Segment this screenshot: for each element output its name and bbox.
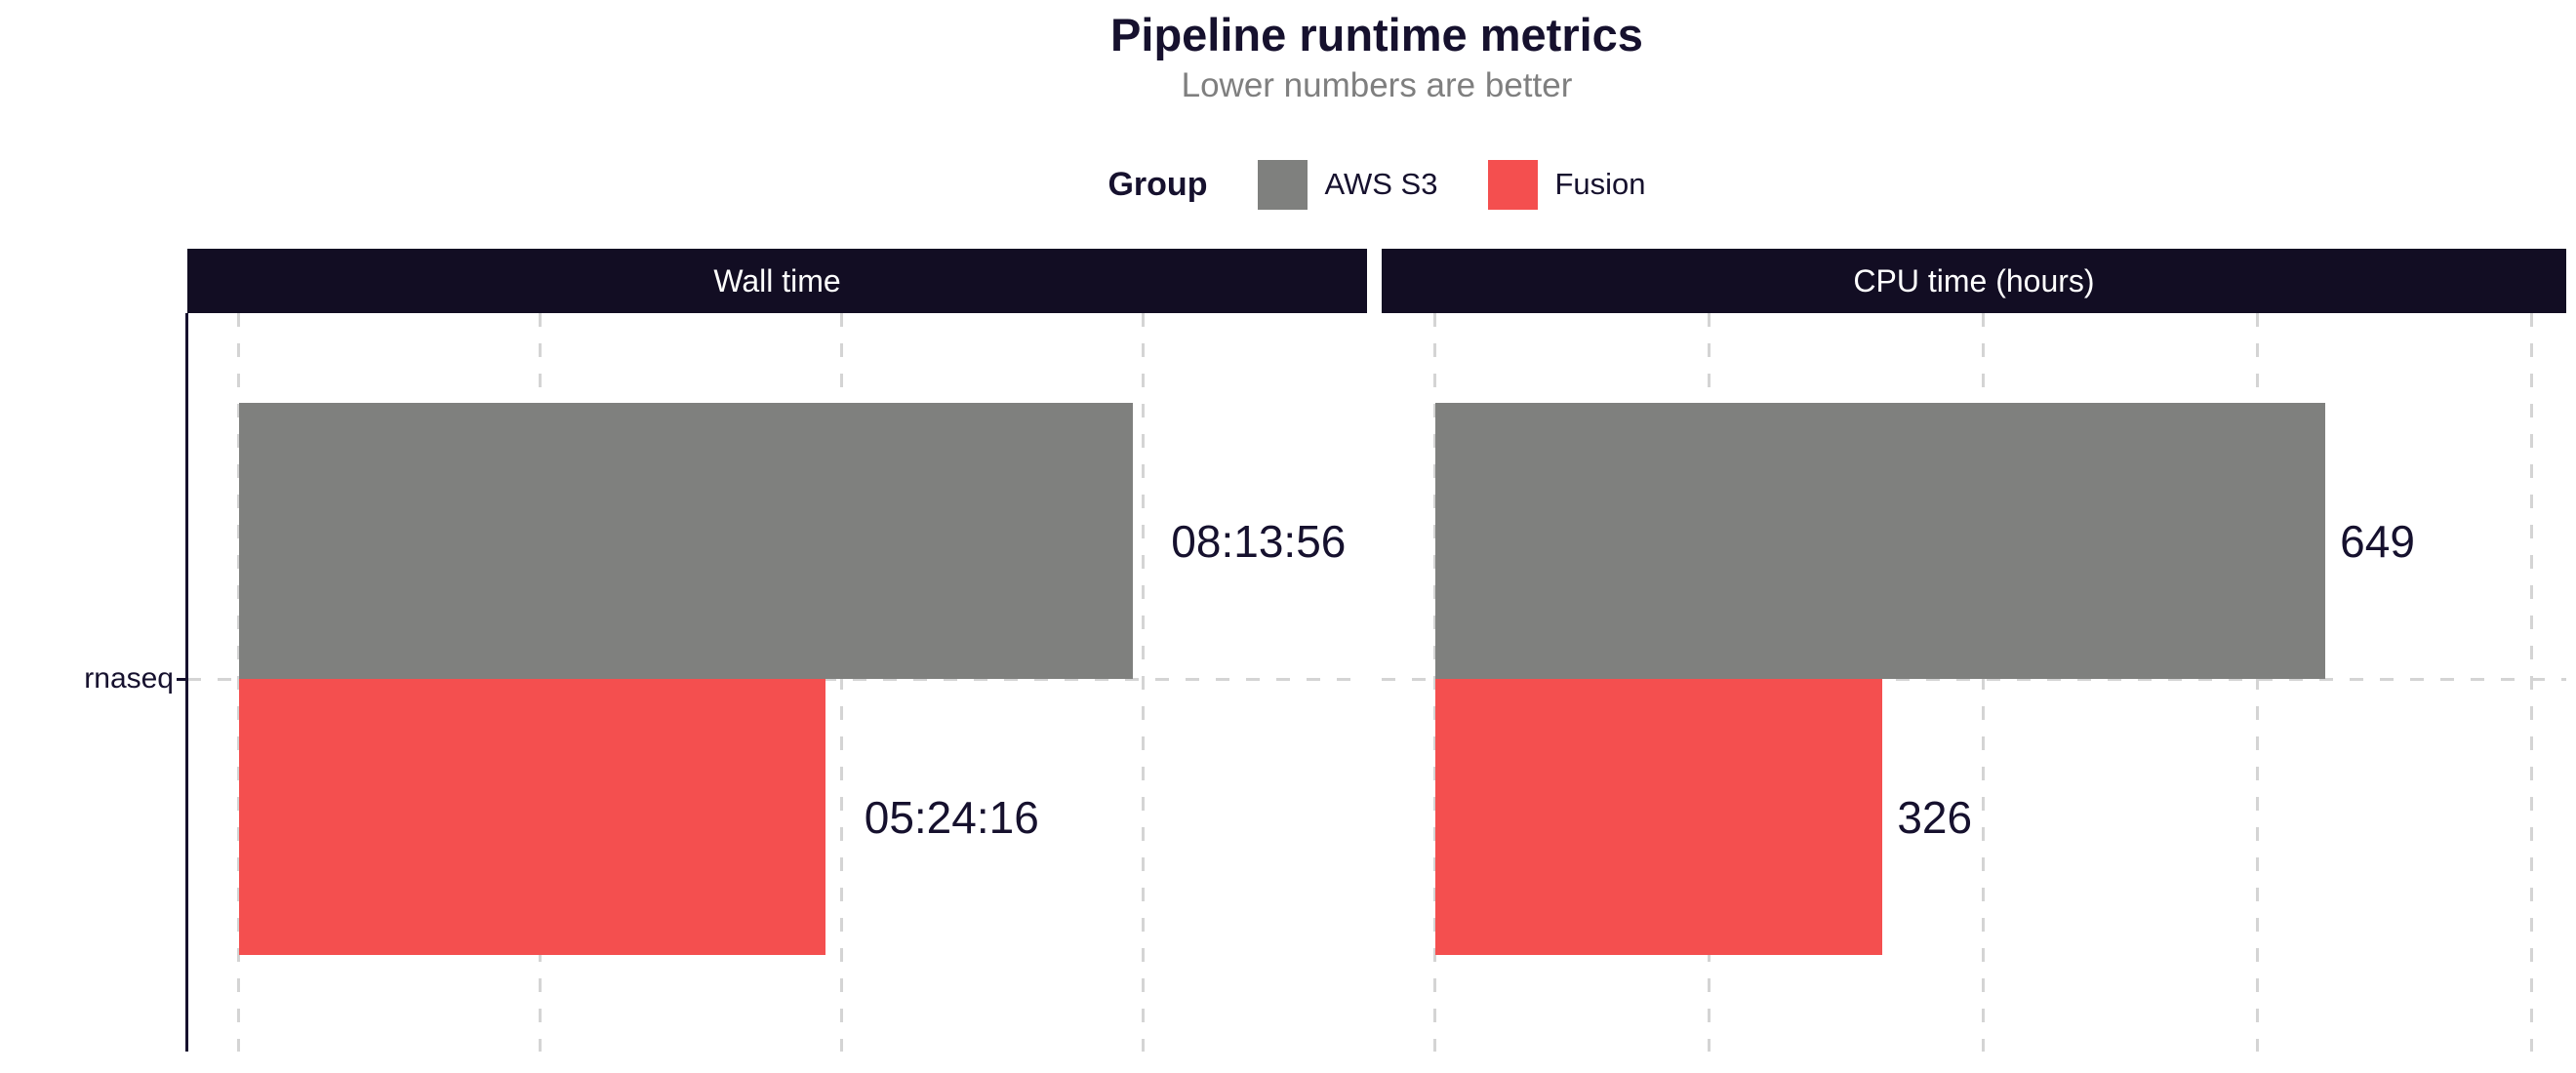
bar-value-label-fusion-cpu-time-hours-: 326 [1897,791,1973,843]
bar-value-label-aws-s3-cpu-time-hours-: 649 [2340,515,2415,567]
facet-strip-cpu-time-label: CPU time (hours) [1853,262,2095,298]
legend-item-fusion: Fusion [1488,159,1646,210]
bar-aws-s3-wall-time [238,403,1133,679]
legend: Group AWS S3 Fusion [187,154,2566,215]
y-axis-line [185,313,188,1052]
bar-value-label-fusion-wall-time: 05:24:16 [864,791,1039,843]
gridline-vertical [840,313,844,1052]
panel-wall-time: 08:13:56 05:24:16 [187,313,1367,1052]
bar-aws-s3-cpu-time-hours- [1434,403,2325,679]
legend-label-fusion: Fusion [1554,167,1646,201]
gridline-vertical [2256,313,2260,1052]
facet-strip-wall-time: Wall time [187,249,1367,313]
bar-fusion-cpu-time-hours- [1434,679,1882,955]
facet-strip-cpu-time: CPU time (hours) [1382,249,2566,313]
bar-fusion-wall-time [238,679,826,955]
legend-swatch-fusion [1488,159,1539,210]
gridline-vertical [2530,313,2534,1052]
gridline-vertical [1982,313,1986,1052]
legend-label-aws-s3: AWS S3 [1324,167,1438,201]
legend-title: Group [1107,165,1208,203]
gridline-category [1382,677,2566,681]
facet-strip-wall-time-label: Wall time [713,262,841,298]
chart-title: Pipeline runtime metrics [1110,9,1643,60]
y-axis-label-rnaseq: rnaseq [84,662,174,695]
y-axis-tick [177,678,186,681]
bar-value-label-aws-s3-wall-time: 08:13:56 [1171,515,1347,567]
legend-item-aws-s3: AWS S3 [1258,159,1438,210]
panel-cpu-time: 649 326 [1382,313,2566,1052]
chart-subtitle: Lower numbers are better [1181,66,1573,104]
gridline-vertical [1142,313,1146,1052]
legend-swatch-aws-s3 [1258,159,1308,210]
